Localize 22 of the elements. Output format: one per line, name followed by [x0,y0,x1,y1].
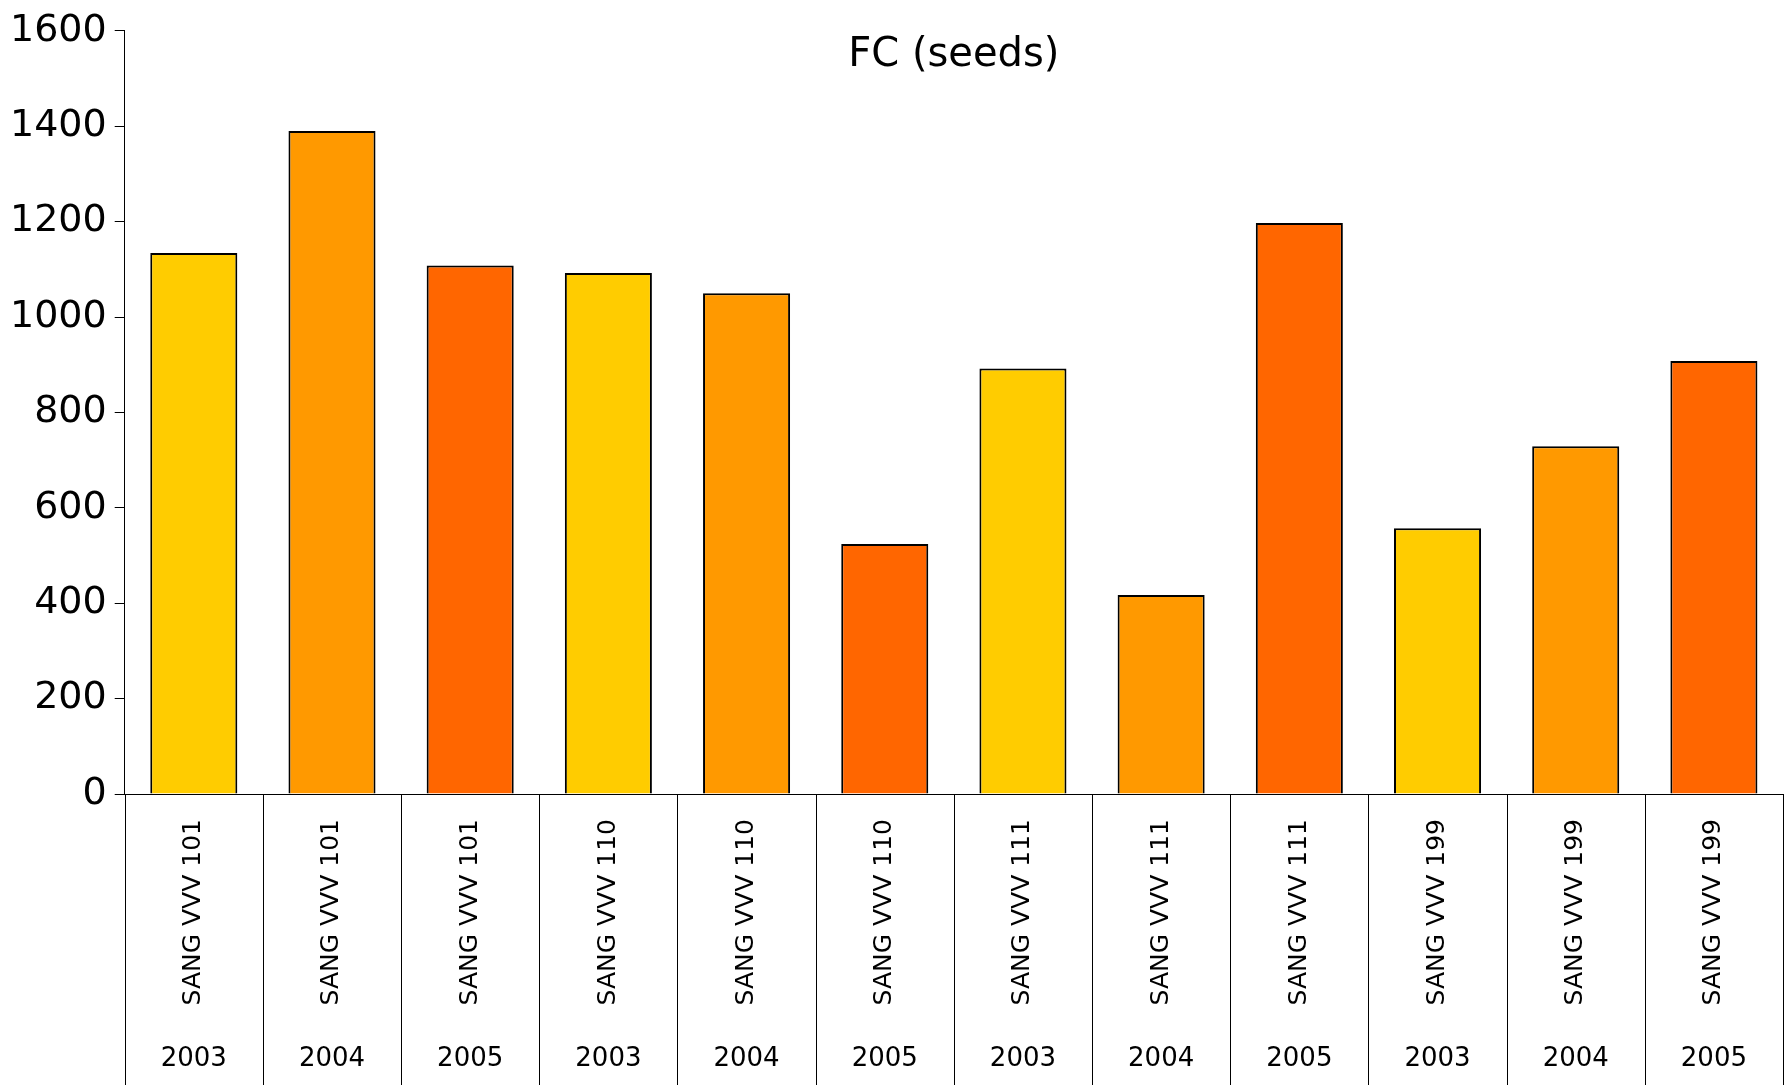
y-tick-label: 1200 [9,196,107,241]
category-label: SANG VVV 199 2004 [1542,819,1609,1072]
category-label: SANG VVV 110 2004 [713,819,780,1072]
y-tick-label: 600 [34,482,107,527]
category-label: SANG VVV 101 2005 [437,819,504,1072]
y-tick-label: 1000 [9,291,107,336]
y-tick-label: 1400 [9,101,107,146]
category-label: SANG VVV 111 2003 [989,819,1057,1072]
category-label: SANG VVV 101 2004 [298,819,366,1072]
category-label: SANG VVV 101 2003 [160,819,227,1072]
chart-title: FC (seeds) [848,29,1060,76]
category-label: SANG VVV 199 2005 [1680,819,1747,1072]
category-label: SANG VVV 199 2003 [1404,819,1471,1072]
y-tick-label: 400 [34,578,107,623]
category-label: SANG VVV 111 2005 [1266,819,1333,1072]
y-tick-label: 800 [34,387,107,432]
y-tick-label: 1600 [9,5,107,50]
category-label: SANG VVV 110 2005 [851,819,918,1072]
y-tick-label: 200 [34,673,107,718]
category-label: SANG VVV 111 2004 [1128,819,1195,1072]
y-tick-label: 0 [82,768,107,813]
category-label: SANG VVV 110 2003 [575,819,642,1072]
